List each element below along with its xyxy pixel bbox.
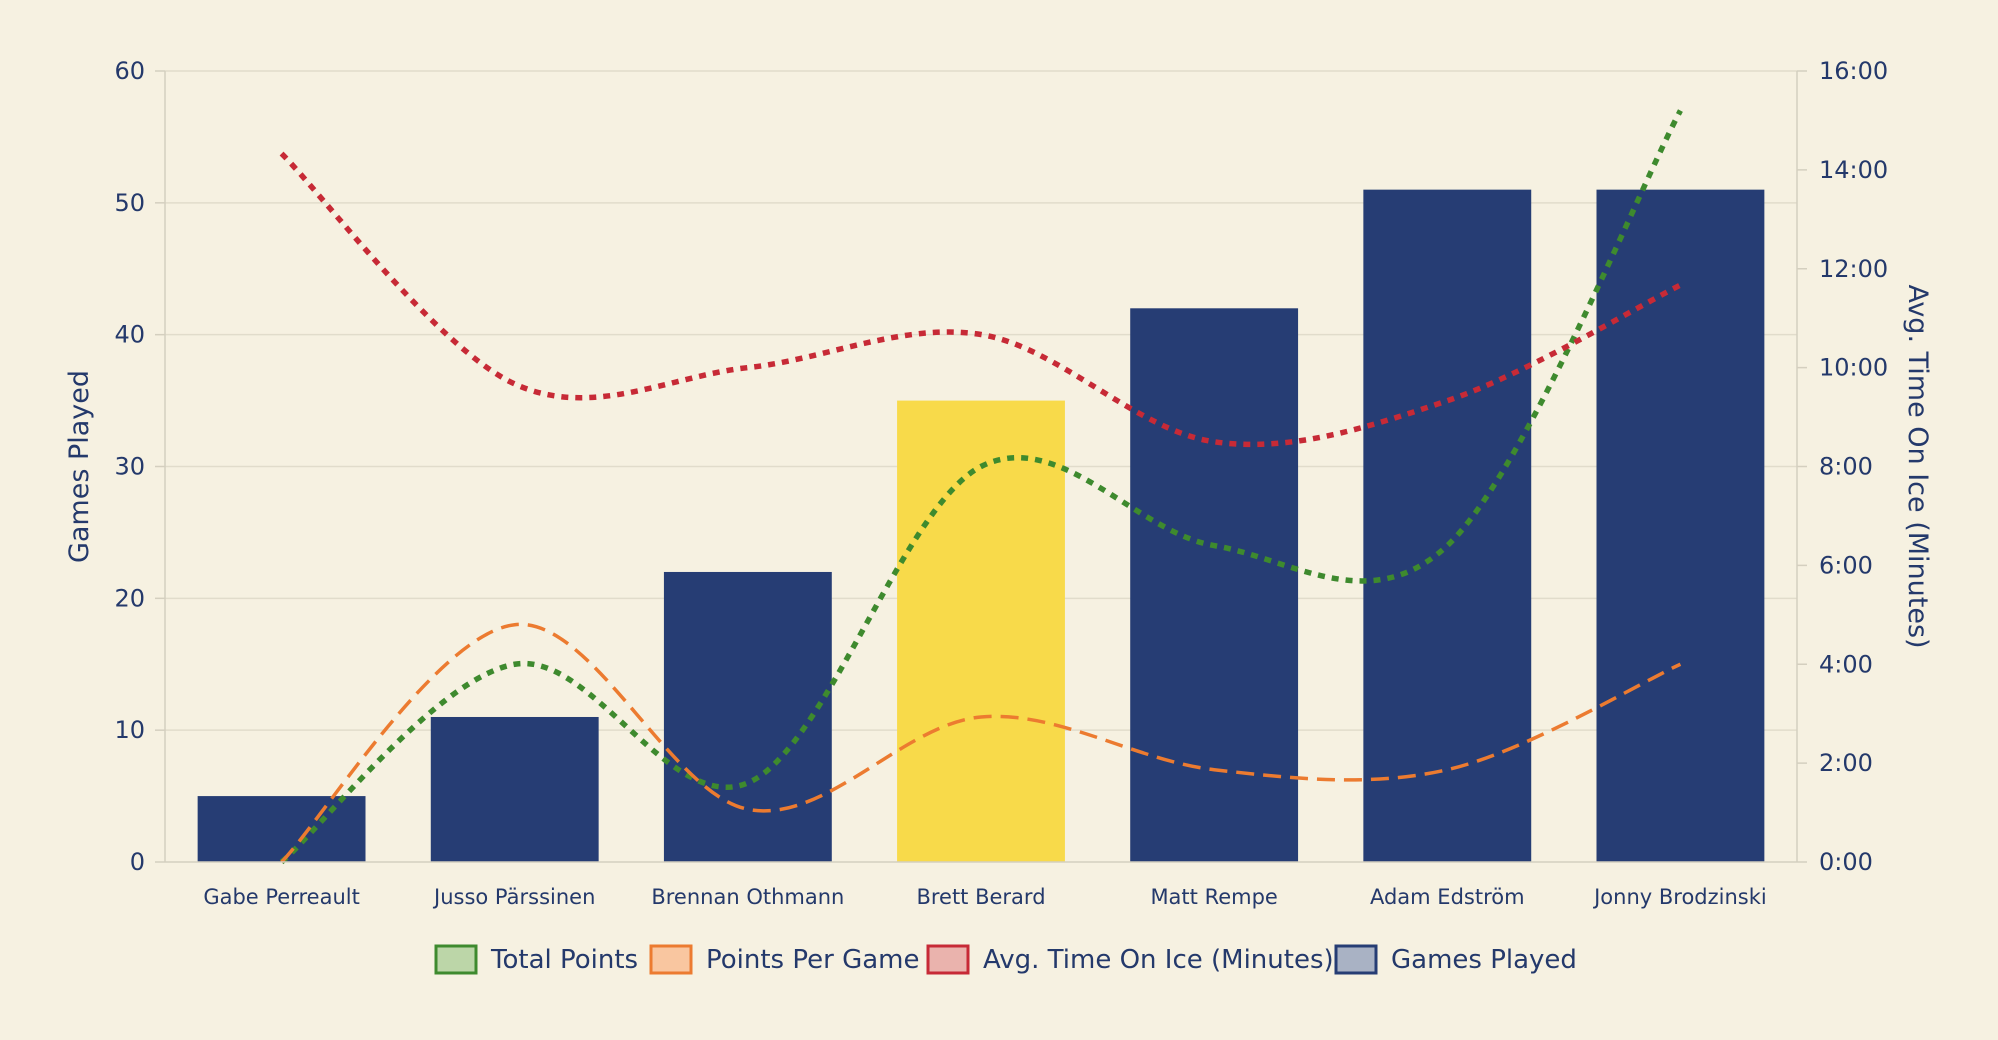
legend-swatch-1 — [649, 944, 693, 975]
legend-label-3: Games Played — [1391, 945, 1577, 975]
y2-tick-label: 4:00 — [1819, 650, 1873, 678]
bar-4 — [1130, 308, 1299, 862]
legend-label-0: Total Points — [490, 945, 638, 975]
bars — [197, 189, 1765, 862]
y2-tick-label: 0:00 — [1819, 848, 1873, 876]
y-tick-label: 40 — [114, 321, 145, 349]
legend-swatch-0 — [434, 944, 478, 975]
y2-tick-label: 2:00 — [1819, 749, 1873, 777]
series-lines — [279, 109, 1683, 865]
y2-tick-label: 8:00 — [1819, 453, 1873, 481]
x-tick-label: Adam Edström — [1370, 885, 1525, 909]
legend-swatch-3 — [1334, 944, 1378, 975]
y2-tick-label: 10:00 — [1819, 354, 1888, 382]
series-line-1 — [280, 622, 1682, 864]
x-tick-label: Gabe Perreault — [203, 885, 360, 909]
bar-2 — [663, 571, 832, 862]
y-tick-label: 0 — [130, 848, 145, 876]
bar-0 — [197, 796, 366, 862]
axes: 0 10 20 30 40 50 60 0:00 2:00 4:00 6:00 8:00 10:00 12… — [114, 57, 1888, 909]
y2-tick-label: 14:00 — [1819, 156, 1888, 184]
y-axis-title: Games Played — [64, 370, 95, 563]
legend: Total Points Points Per Game Avg. Time On … — [434, 944, 1577, 975]
y-tick-label: 10 — [114, 716, 145, 744]
x-tick-label: Jusso Pärssinen — [432, 885, 595, 909]
y2-tick-label: 16:00 — [1819, 57, 1888, 85]
y2-axis-title: Avg. Time On Ice (Minutes) — [1902, 284, 1933, 648]
legend-label-1: Points Per Game — [706, 945, 919, 975]
x-tick-label: Matt Rempe — [1150, 885, 1277, 909]
x-tick-label: Brennan Othmann — [651, 885, 844, 909]
series-line-2 — [279, 151, 1682, 448]
bar-1 — [430, 716, 599, 862]
y-tick-label: 50 — [114, 189, 145, 217]
y-tick-label: 60 — [114, 57, 145, 85]
legend-swatch-2 — [926, 944, 970, 975]
x-tick-label: Brett Berard — [916, 885, 1045, 909]
bar-3 — [897, 400, 1065, 862]
y-tick-label: 30 — [114, 453, 145, 481]
y-tick-label: 20 — [114, 584, 145, 612]
bar-5 — [1363, 189, 1532, 862]
bar-6 — [1596, 189, 1765, 862]
legend-label-2: Avg. Time On Ice (Minutes) — [983, 945, 1334, 975]
y2-tick-label: 6:00 — [1819, 551, 1873, 579]
x-tick-label: Jonny Brodzinski — [1592, 885, 1767, 909]
y2-tick-label: 12:00 — [1819, 255, 1888, 283]
